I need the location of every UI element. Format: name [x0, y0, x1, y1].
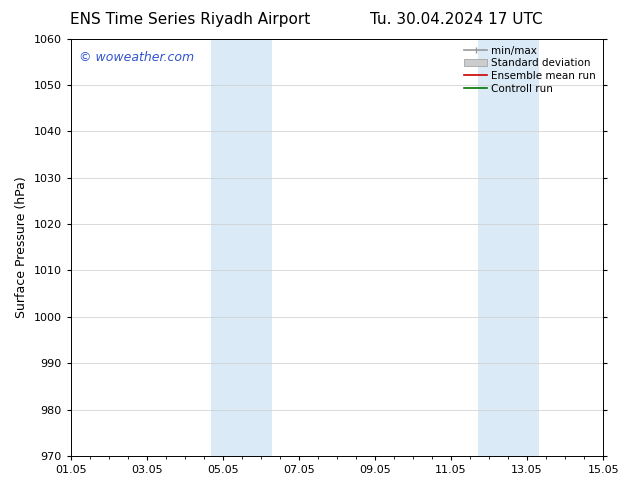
Legend: min/max, Standard deviation, Ensemble mean run, Controll run: min/max, Standard deviation, Ensemble me… [461, 43, 599, 97]
Text: © woweather.com: © woweather.com [79, 51, 194, 64]
Bar [211, 39, 272, 456]
Text: ENS Time Series Riyadh Airport: ENS Time Series Riyadh Airport [70, 12, 310, 27]
Y-axis label: Surface Pressure (hPa): Surface Pressure (hPa) [15, 176, 28, 318]
Text: Tu. 30.04.2024 17 UTC: Tu. 30.04.2024 17 UTC [370, 12, 543, 27]
Bar [477, 39, 538, 456]
